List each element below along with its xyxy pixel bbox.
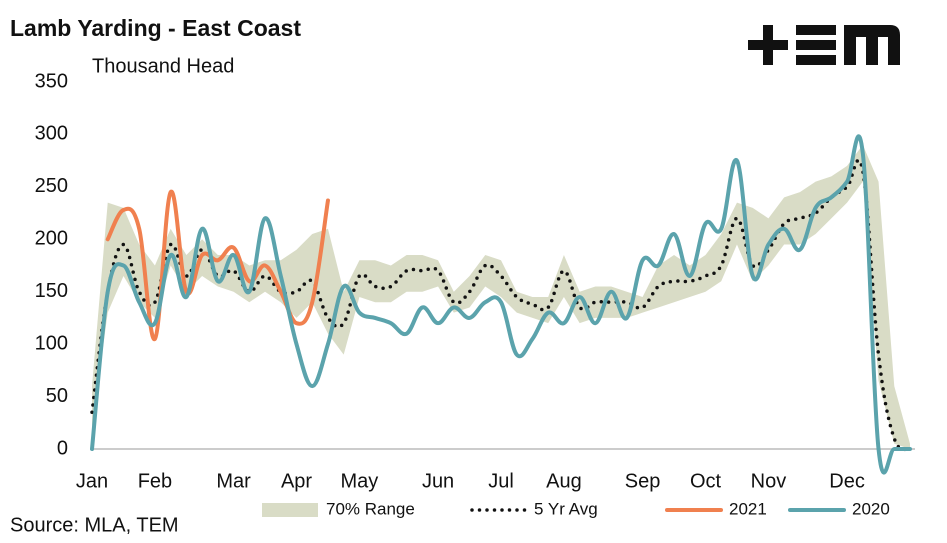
y-tick-label: 350 xyxy=(35,70,68,92)
legend-label: 70% Range xyxy=(326,499,415,518)
y-tick-label: 100 xyxy=(35,332,68,354)
x-tick-label: Jun xyxy=(422,470,454,492)
series-line xyxy=(90,134,912,475)
y-tick-label: 0 xyxy=(57,437,68,459)
x-tick-label: Jan xyxy=(76,470,108,492)
y-tick-label: 50 xyxy=(46,385,68,407)
y-tick-label: 300 xyxy=(35,123,68,145)
x-tick-label: Feb xyxy=(138,470,172,492)
range-band xyxy=(92,144,910,449)
x-tick-label: Sep xyxy=(625,470,661,492)
x-tick-label: Mar xyxy=(216,470,251,492)
legend-item: 2020 xyxy=(788,499,890,518)
y-tick-label: 250 xyxy=(35,175,68,197)
y-tick-label: 150 xyxy=(35,280,68,302)
chart-title: Lamb Yarding - East Coast xyxy=(10,15,301,41)
x-tick-label: Oct xyxy=(690,470,722,492)
x-tick-label: Dec xyxy=(829,470,865,492)
legend-label: 2021 xyxy=(729,499,767,518)
x-tick-label: Aug xyxy=(546,470,582,492)
series-line xyxy=(90,158,912,452)
source: Source: MLA, TEM xyxy=(10,514,179,536)
legend-item: 70% Range xyxy=(262,499,415,518)
legend-item: 5 Yr Avg xyxy=(470,499,598,518)
logo xyxy=(748,25,900,65)
y-axis-label: Thousand Head xyxy=(92,55,234,77)
legend-item: 2021 xyxy=(665,499,767,518)
x-tick-label: Jul xyxy=(488,470,514,492)
x-tick-label: Apr xyxy=(281,470,312,492)
y-tick-label: 200 xyxy=(35,228,68,250)
legend-label: 5 Yr Avg xyxy=(534,499,598,518)
x-tick-label: Nov xyxy=(751,470,787,492)
legend-label: 2020 xyxy=(852,499,890,518)
x-tick-label: May xyxy=(341,470,379,492)
legend-swatch xyxy=(262,503,318,517)
